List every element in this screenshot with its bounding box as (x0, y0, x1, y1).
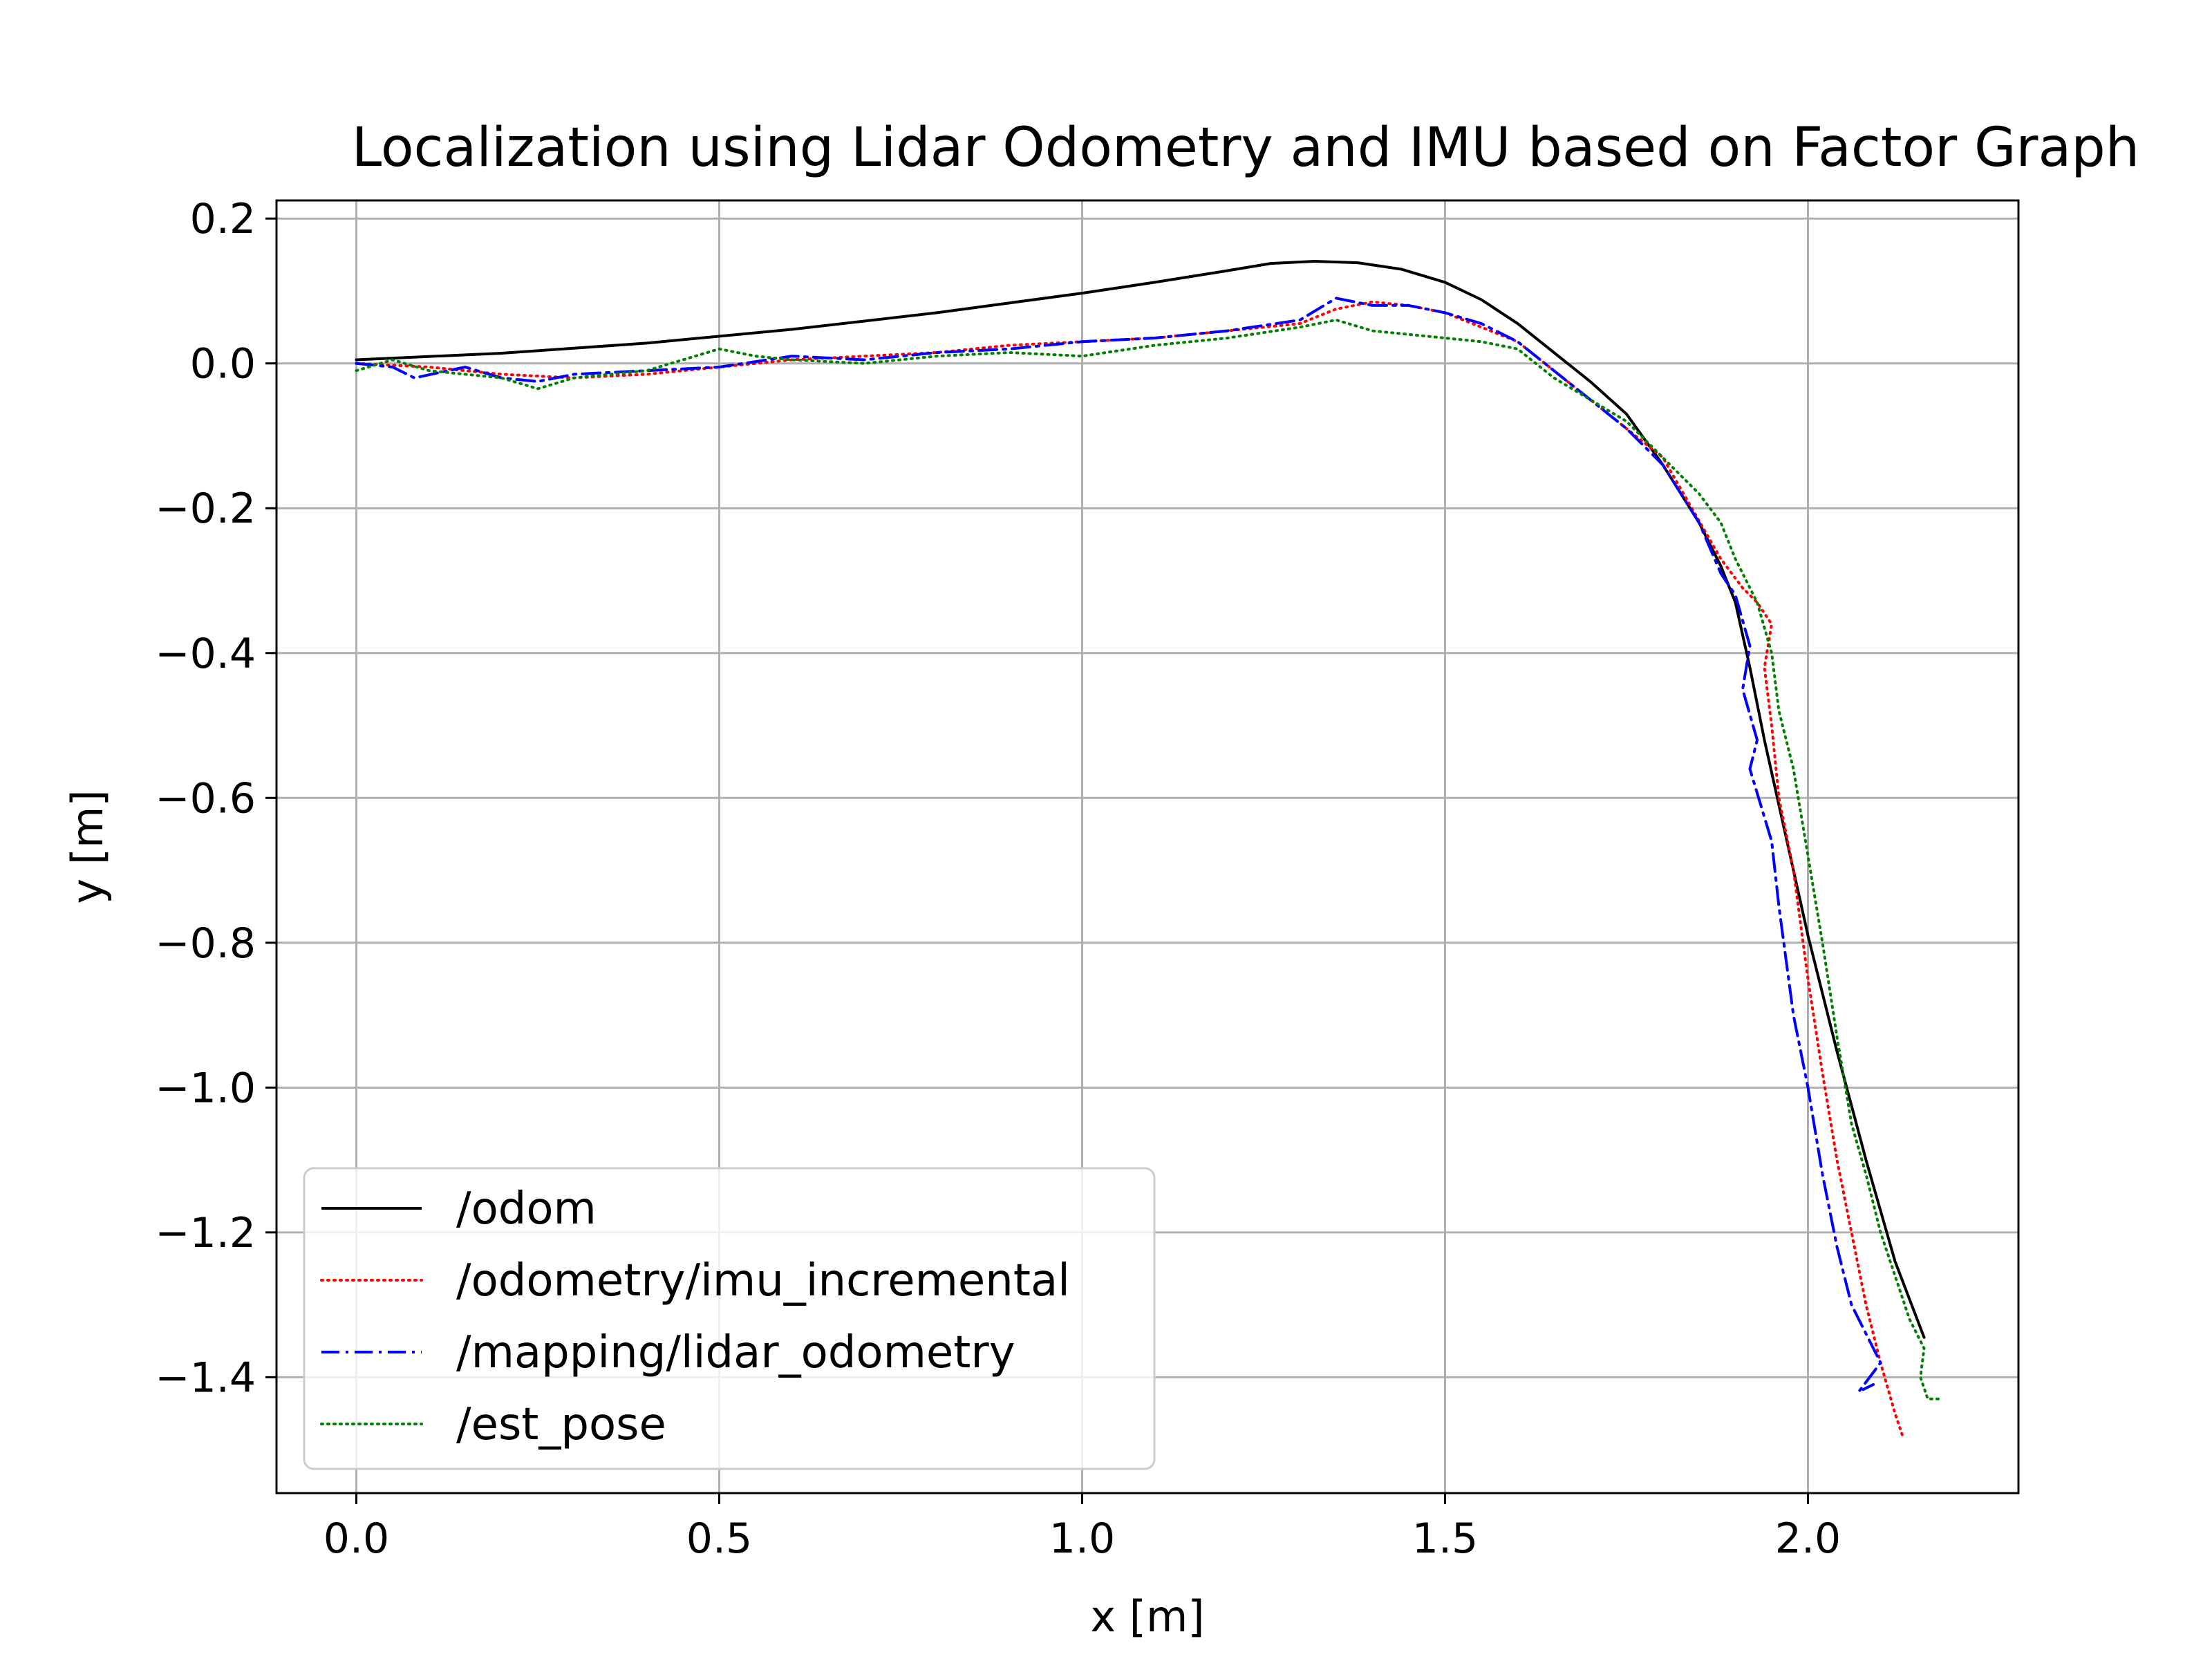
chart-title: Localization using Lidar Odometry and IM… (352, 117, 2140, 179)
y-tick-label: −0.8 (155, 919, 256, 968)
series-layer (355, 260, 1940, 1437)
y-axis-label: y [m] (62, 789, 113, 903)
series-line-est-pose (355, 318, 1940, 1400)
x-tick-label: 0.0 (324, 1515, 389, 1563)
y-tick-label: 0.2 (190, 195, 256, 243)
x-tick-label: 2.0 (1775, 1515, 1841, 1563)
legend-label-est-pose: /est_pose (456, 1399, 666, 1450)
legend-box (303, 1167, 1156, 1470)
x-tick-label: 1.0 (1049, 1515, 1115, 1563)
ticks: 0.0 0.5 1.0 1.5 2.0 0.2 0.0 −0.2 −0.4 −0.6 −0.8 −1.… (155, 195, 1841, 1563)
legend: /odom /odometry/imu_incremental /mapping… (303, 1167, 1156, 1470)
plot-frame (275, 199, 2020, 1494)
y-tick-label: 0.0 (190, 340, 256, 388)
y-tick-label: −0.6 (155, 774, 256, 823)
y-tick-label: −0.2 (155, 485, 256, 533)
y-tick-label: −1.4 (155, 1353, 256, 1402)
x-axis-label: x [m] (1090, 1591, 1204, 1642)
y-tick-label: −1.0 (155, 1064, 256, 1112)
series-line-mapping-lidar-odometry (355, 297, 1882, 1394)
y-tick-label: −1.2 (155, 1209, 256, 1257)
x-tick-label: 1.5 (1412, 1515, 1478, 1563)
y-tick-label: −0.4 (155, 630, 256, 678)
series-line-odom (355, 260, 1926, 1339)
legend-label-imu-incremental: /odometry/imu_incremental (456, 1255, 1070, 1306)
legend-label-lidar-odometry: /mapping/lidar_odometry (456, 1327, 1015, 1378)
x-tick-label: 0.5 (686, 1515, 752, 1563)
legend-label-odom: /odom (456, 1183, 597, 1235)
